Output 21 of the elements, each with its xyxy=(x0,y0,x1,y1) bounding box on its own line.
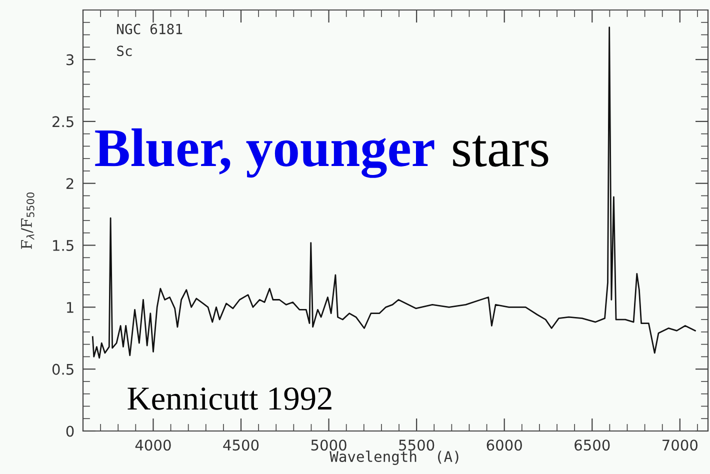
x-tick-label: 5500 xyxy=(399,440,434,451)
y-tick-label: 2.5 xyxy=(52,116,74,128)
y-tick-label: 3 xyxy=(66,54,74,66)
x-tick-label: 5000 xyxy=(311,440,346,451)
annotation: stars xyxy=(453,136,548,167)
x-tick-label: 4500 xyxy=(223,440,259,451)
x-tick-label: 6000 xyxy=(486,440,522,451)
y-tick-label: 2 xyxy=(66,178,74,189)
x-tick-label: 4000 xyxy=(135,440,171,451)
y-tick-label: 0.5 xyxy=(52,364,74,375)
annotation: Sc xyxy=(117,46,132,56)
y-tick-label: 1.5 xyxy=(53,240,74,252)
x-tick-label: 7000 xyxy=(662,440,698,451)
annotation: NGC 6181 xyxy=(117,24,182,34)
x-axis-title: Wavelength (A) xyxy=(330,450,458,465)
y-tick-label: 1 xyxy=(66,302,74,313)
y-tick-label: 0 xyxy=(66,426,74,437)
y-axis-title: F$_{λ}$/F$_{5500}$ xyxy=(21,192,34,249)
annotation: Kennicutt 1992 xyxy=(128,387,332,410)
x-tick-label: 6500 xyxy=(574,440,610,451)
annotation: Bluer, younger xyxy=(95,128,434,178)
